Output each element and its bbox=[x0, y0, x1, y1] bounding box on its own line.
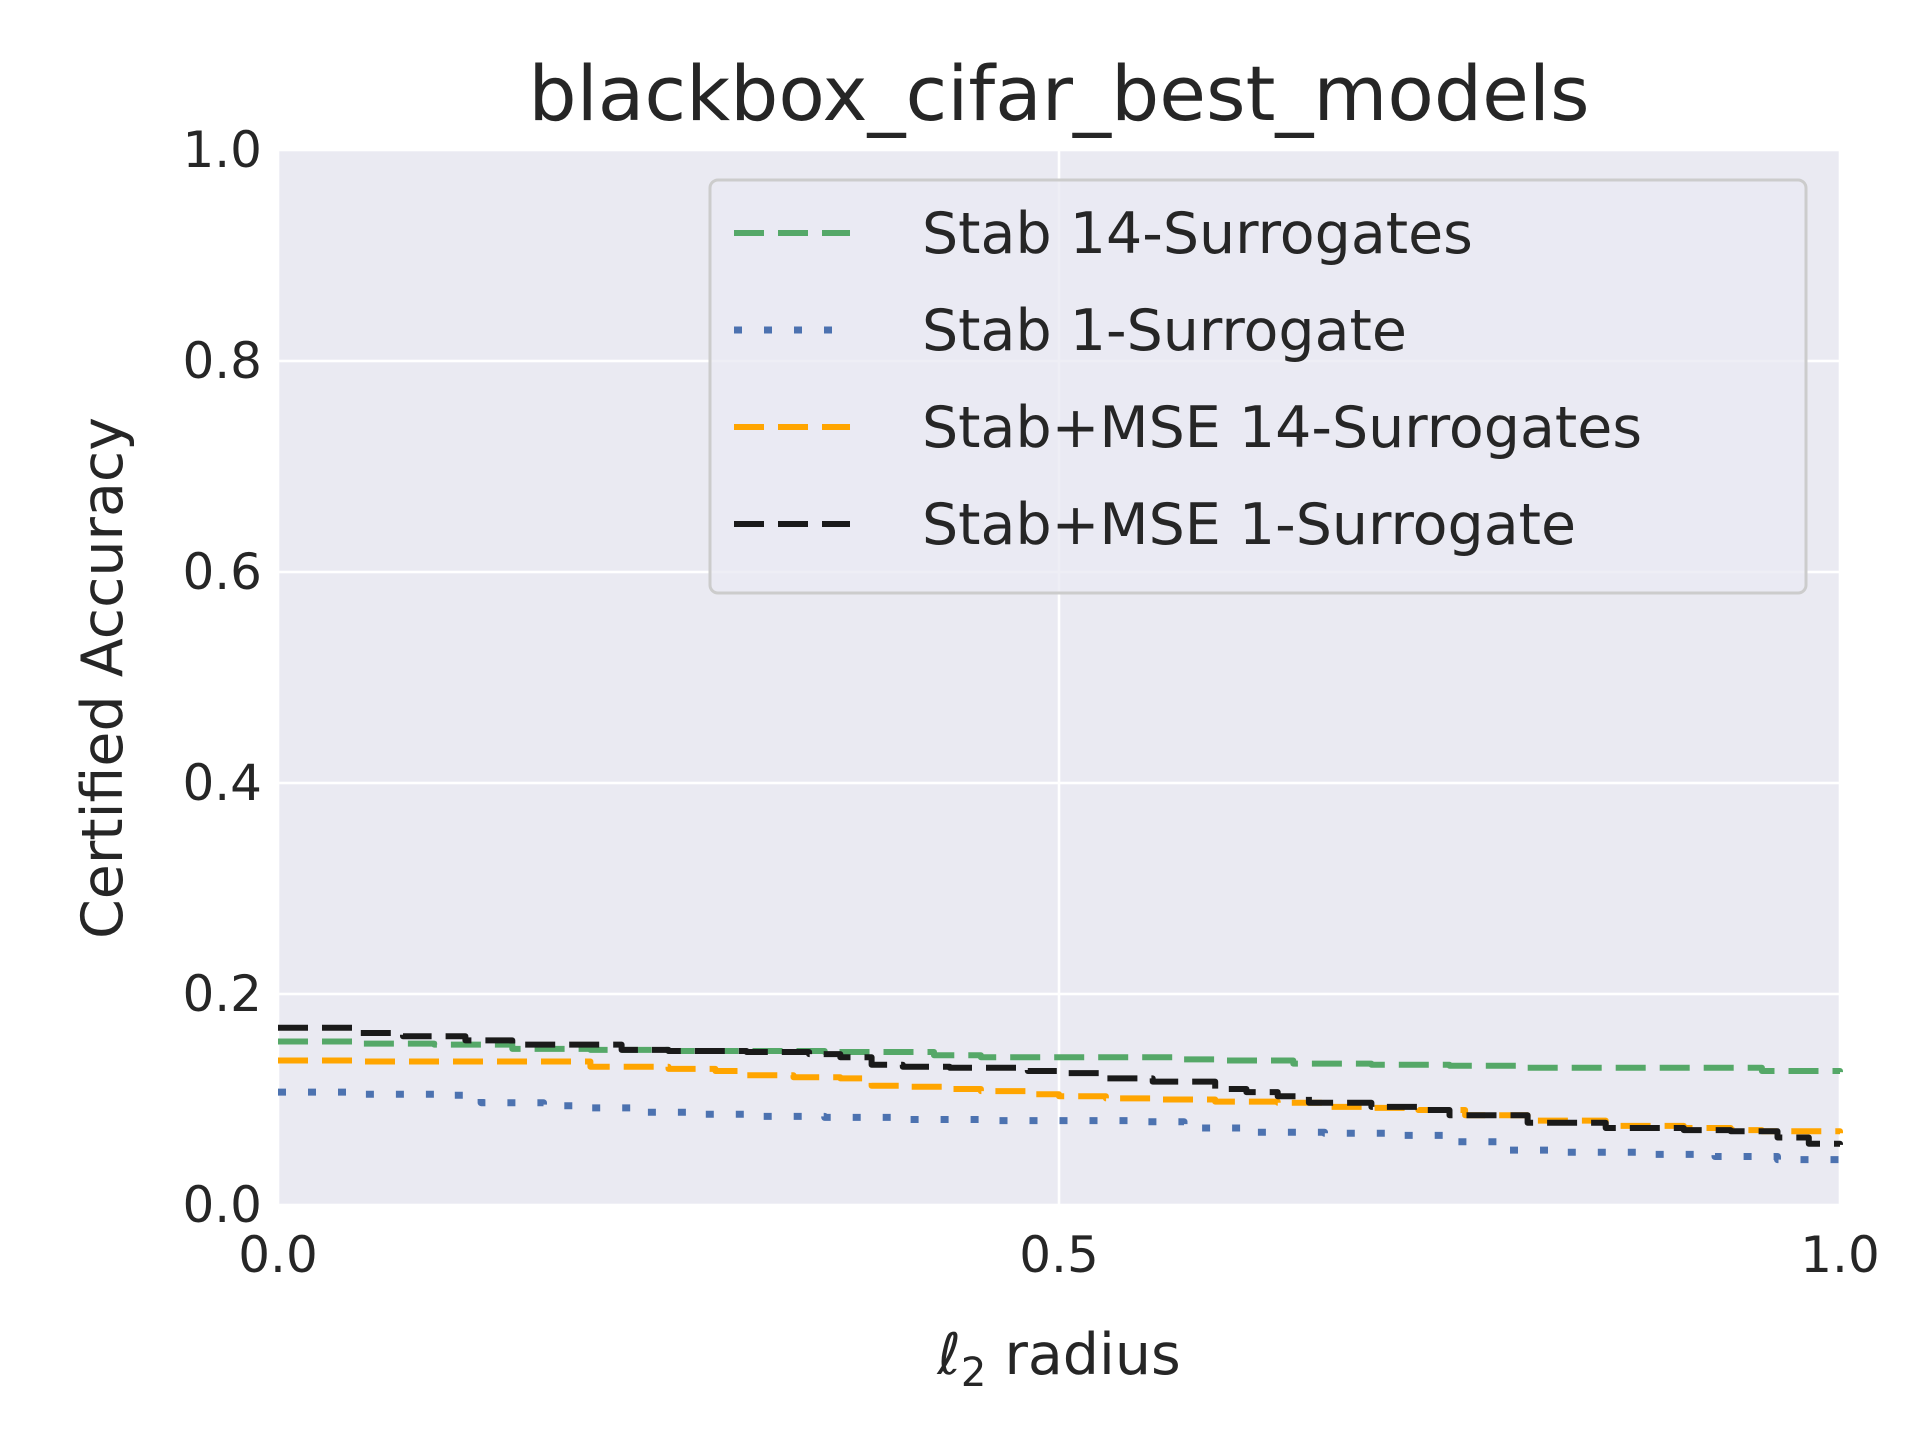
legend-label-0: Stab 14-Surrogates bbox=[922, 201, 1473, 267]
x-tick-label: 0.0 bbox=[238, 1226, 318, 1284]
y-tick-labels: 0.0 0.2 0.4 0.6 0.8 1.0 bbox=[182, 121, 262, 1234]
series-line-3 bbox=[278, 1024, 1843, 1147]
x-tick-label: 1.0 bbox=[1800, 1226, 1880, 1284]
y-tick-label: 0.0 bbox=[182, 1176, 262, 1234]
y-tick-label: 0.8 bbox=[182, 332, 262, 390]
y-tick-label: 0.2 bbox=[182, 965, 262, 1023]
y-axis-label: Certified Accuracy bbox=[70, 417, 136, 939]
x-tick-labels: 0.0 0.5 1.0 bbox=[238, 1226, 1880, 1284]
series-line-0 bbox=[278, 1038, 1843, 1074]
series-line-1 bbox=[278, 1088, 1844, 1164]
y-tick-label: 1.0 bbox=[182, 121, 262, 179]
x-axis-label-subscript: 2 bbox=[961, 1350, 986, 1396]
chart-title: blackbox_cifar_best_models bbox=[528, 49, 1589, 138]
legend-box bbox=[708, 178, 1808, 595]
y-tick-label: 0.6 bbox=[182, 543, 262, 601]
legend-label-3: Stab+MSE 1-Surrogate bbox=[922, 492, 1576, 558]
legend-label-1: Stab 1-Surrogate bbox=[922, 298, 1407, 364]
x-tick-label: 0.5 bbox=[1019, 1226, 1099, 1284]
legend: Stab 14-Surrogates Stab 1-Surrogate Stab+M… bbox=[708, 178, 1808, 595]
legend-label-2: Stab+MSE 14-Surrogates bbox=[922, 395, 1642, 461]
legend-entries: Stab 14-Surrogates Stab 1-Surrogate Stab+M… bbox=[734, 201, 1642, 558]
x-axis-label-rest: radius bbox=[986, 1322, 1180, 1388]
x-axis-label-symbol: ℓ bbox=[936, 1322, 961, 1388]
series-lines bbox=[278, 1024, 1844, 1164]
x-axis-label: ℓ2 radius bbox=[936, 1322, 1180, 1396]
y-tick-label: 0.4 bbox=[182, 754, 262, 812]
